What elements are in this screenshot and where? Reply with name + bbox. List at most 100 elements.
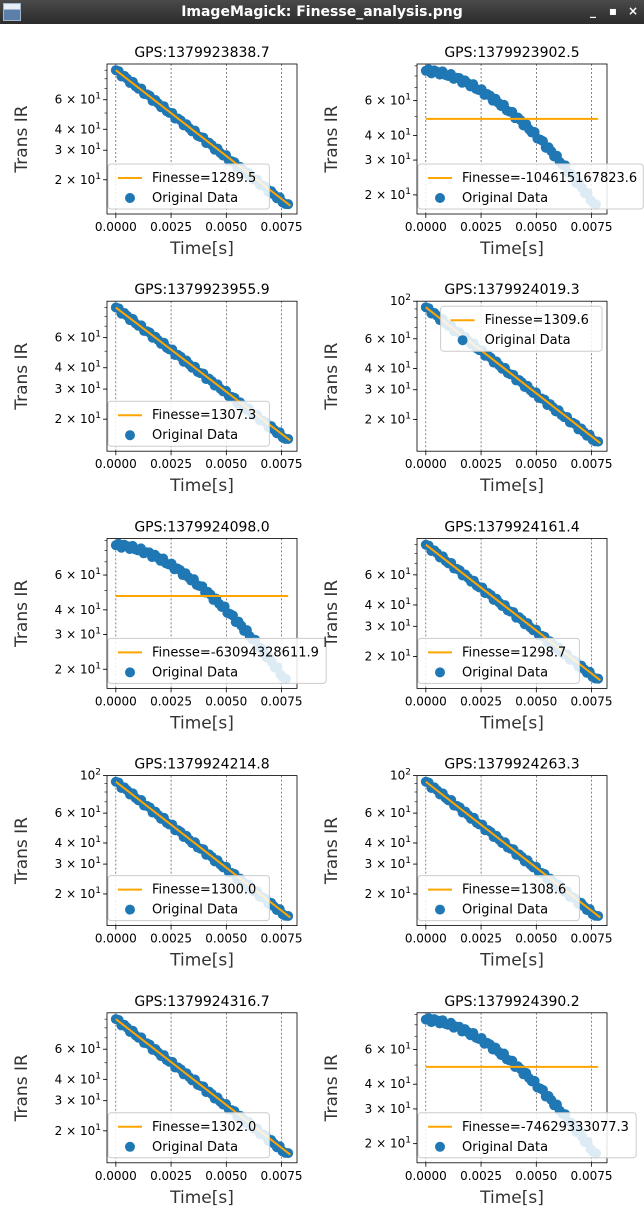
- plot-frame: [416, 775, 608, 926]
- close-button[interactable]: ×: [627, 4, 639, 18]
- y-tick-label: 6 × 101: [55, 330, 101, 345]
- y-tick-label: 4 × 101: [365, 835, 411, 850]
- subplot-title: GPS:1379924316.7: [134, 994, 269, 1010]
- legend-fit-label: Finesse=-104615167823.6: [462, 171, 637, 186]
- legend: Finesse=-63094328611.9 Original Data: [107, 637, 327, 684]
- x-tick-label: 0.0025: [150, 694, 192, 708]
- x-tick-label: 0.0000: [405, 932, 447, 946]
- y-tick-label: 4 × 101: [55, 835, 101, 850]
- y-tick-label: 3 × 101: [365, 1101, 411, 1116]
- legend: Finesse=1307.3 Original Data: [107, 400, 270, 447]
- y-tick-label: 102: [390, 768, 411, 783]
- legend-scatter-label: Original Data: [152, 1140, 238, 1155]
- x-tick-label: 0.0000: [405, 694, 447, 708]
- y-tick-label: 6 × 101: [55, 567, 101, 582]
- x-tick-label: 0.0000: [405, 1169, 447, 1183]
- x-axis-label: Time[s]: [479, 713, 544, 733]
- plot-frame: [106, 63, 298, 215]
- legend-scatter-swatch: [125, 904, 135, 915]
- x-axis-label: Time[s]: [169, 476, 234, 496]
- x-tick-label: 0.0025: [460, 457, 502, 471]
- x-tick-label: 0.0050: [515, 694, 557, 708]
- subplot-3: GPS:1379923955.9 0.0000 0.0025 0.0050 0.0075…: [12, 282, 303, 496]
- subplot-title: GPS:1379923955.9: [134, 282, 269, 298]
- y-tick-label: 2 × 101: [365, 1136, 411, 1151]
- subplot-title: GPS:1379924390.2: [444, 994, 579, 1010]
- legend-fit-label: Finesse=1300.0: [152, 883, 256, 898]
- x-tick-label: 0.0025: [150, 932, 192, 946]
- y-tick-label: 6 × 101: [55, 805, 101, 820]
- y-tick-label: 4 × 101: [365, 1076, 411, 1091]
- legend-scatter-swatch: [435, 1141, 445, 1152]
- legend-fit-label: Finesse=1302.0: [152, 1120, 256, 1135]
- y-tick-label: 2 × 101: [55, 411, 101, 426]
- plot-frame: [106, 1012, 298, 1164]
- legend-box: [417, 163, 644, 210]
- legend-scatter-label: Original Data: [152, 191, 238, 206]
- subplot-7: GPS:1379924214.8 0.0000 0.0025 0.0050 0.0075…: [12, 757, 303, 971]
- y-tick-label: 4 × 101: [365, 361, 411, 376]
- x-axis-label: Time[s]: [169, 1188, 234, 1208]
- x-tick-label: 0.0050: [205, 457, 247, 471]
- legend-scatter-swatch: [125, 667, 135, 678]
- plot-frame: [416, 538, 608, 689]
- y-tick-label: 3 × 101: [55, 142, 101, 157]
- legend-scatter-label: Original Data: [485, 333, 571, 348]
- legend-fit-label: Finesse=-63094328611.9: [152, 645, 319, 660]
- y-tick-label: 4 × 101: [55, 121, 101, 136]
- y-tick-label: 6 × 101: [365, 805, 411, 820]
- plot-frame: [106, 300, 298, 452]
- subplot-8: GPS:1379924263.3 0.0000 0.0025 0.0050 0.0075…: [322, 757, 613, 971]
- x-tick-label: 0.0025: [150, 1169, 192, 1183]
- y-axis-label: Trans IR: [12, 105, 32, 173]
- legend-box: [107, 163, 270, 210]
- x-tick-label: 0.0050: [515, 457, 557, 471]
- x-tick-label: 0.0000: [405, 220, 447, 234]
- x-tick-label: 0.0075: [261, 220, 303, 234]
- legend-scatter-label: Original Data: [152, 665, 238, 680]
- minimize-button[interactable]: _: [590, 4, 596, 18]
- legend: Finesse=1302.0 Original Data: [107, 1112, 270, 1159]
- y-tick-label: 3 × 101: [365, 856, 411, 871]
- legend-scatter-swatch: [125, 430, 135, 441]
- y-tick-label: 6 × 101: [365, 1041, 411, 1056]
- legend-fit-label: Finesse=1298.7: [462, 645, 566, 660]
- y-tick-label: 3 × 101: [365, 618, 411, 633]
- subplot-title: GPS:1379923902.5: [444, 45, 579, 61]
- y-axis-label: Trans IR: [322, 580, 342, 648]
- x-tick-label: 0.0050: [205, 694, 247, 708]
- x-axis-label: Time[s]: [479, 239, 544, 259]
- x-axis-label: Time[s]: [479, 1188, 544, 1208]
- y-axis-label: Trans IR: [12, 1054, 32, 1122]
- maximize-button[interactable]: ▪: [608, 4, 618, 18]
- subplot-4: GPS:1379924019.3 0.0000 0.0025 0.0050 0.0075…: [322, 282, 613, 496]
- x-tick-label: 0.0075: [571, 694, 613, 708]
- y-axis-label: Trans IR: [12, 342, 32, 410]
- y-tick-label: 3 × 101: [55, 856, 101, 871]
- y-tick-label: 3 × 101: [365, 382, 411, 397]
- x-tick-label: 0.0025: [460, 220, 502, 234]
- legend: Finesse=-74629333077.3 Original Data: [417, 1112, 637, 1159]
- legend-scatter-swatch: [435, 667, 445, 678]
- y-tick-label: 2 × 101: [365, 187, 411, 202]
- y-tick-label: 4 × 101: [55, 360, 101, 375]
- legend-fit-label: Finesse=1309.6: [485, 313, 589, 328]
- plot-frame: [416, 63, 608, 215]
- legend-box: [107, 1112, 270, 1159]
- legend-box: [107, 400, 270, 447]
- y-tick-label: 2 × 101: [55, 1123, 101, 1138]
- y-tick-label: 2 × 101: [55, 172, 101, 187]
- legend: Finesse=-104615167823.6 Original Data: [417, 163, 644, 210]
- y-tick-label: 2 × 101: [55, 661, 101, 676]
- y-axis-label: Trans IR: [12, 817, 32, 885]
- legend-scatter-label: Original Data: [462, 665, 548, 680]
- y-tick-label: 3 × 101: [55, 1093, 101, 1108]
- y-tick-label: 4 × 101: [365, 127, 411, 142]
- plot-frame: [106, 775, 298, 926]
- subplot-title: GPS:1379924161.4: [444, 519, 579, 535]
- x-axis-label: Time[s]: [169, 239, 234, 259]
- x-tick-label: 0.0025: [460, 1169, 502, 1183]
- y-tick-label: 2 × 101: [55, 886, 101, 901]
- y-tick-label: 2 × 101: [365, 886, 411, 901]
- x-tick-label: 0.0075: [261, 457, 303, 471]
